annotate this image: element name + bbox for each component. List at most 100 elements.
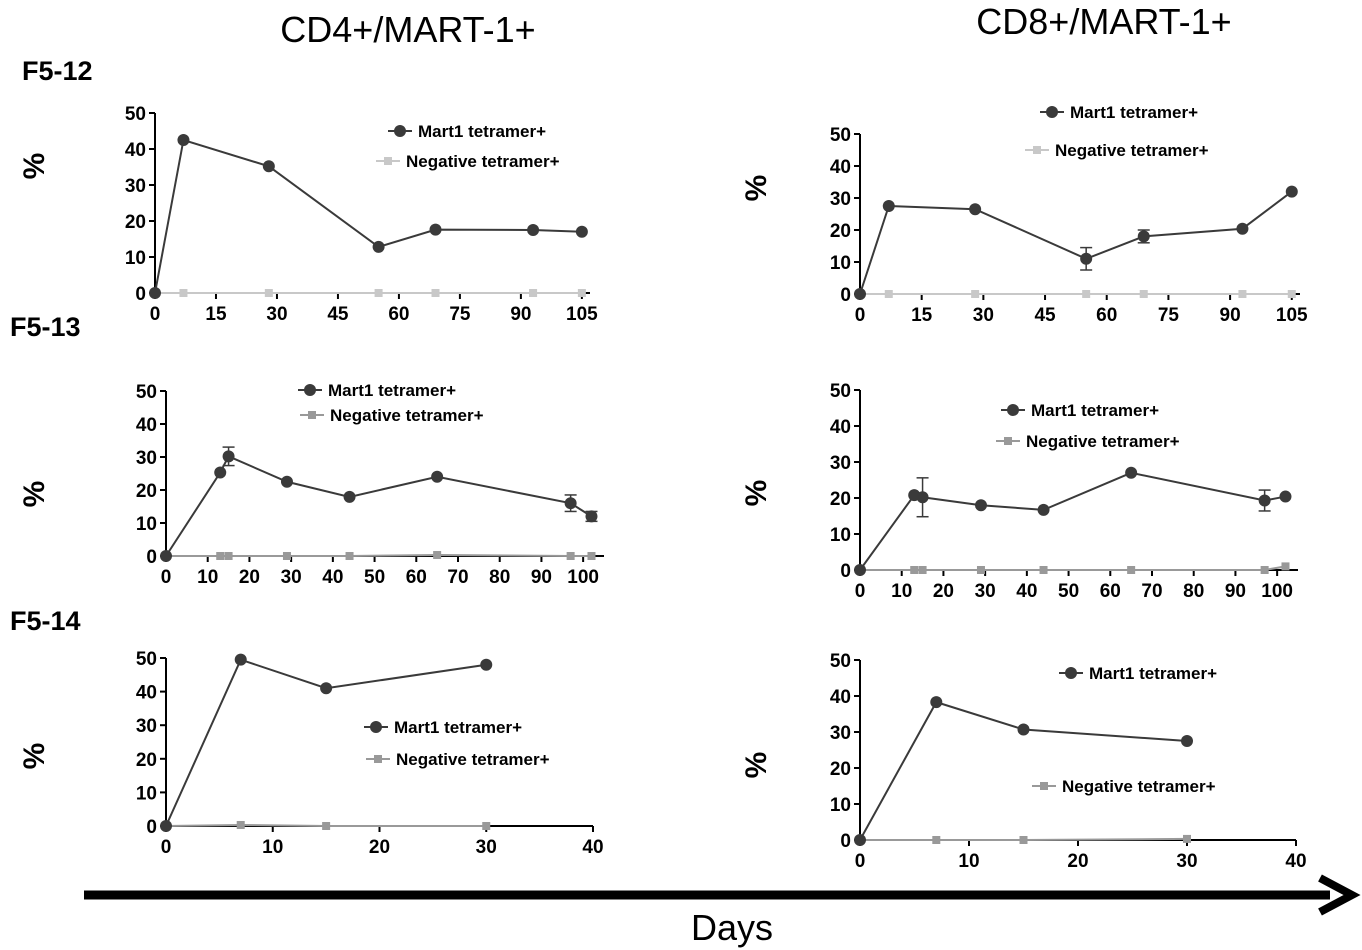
data-point (564, 497, 577, 510)
x-tick-label: 10 (891, 581, 912, 602)
y-tick-label: 30 (136, 448, 157, 469)
days-arrow-head (1318, 874, 1361, 916)
data-point (527, 224, 540, 236)
series-line (165, 455, 593, 557)
data-point (343, 490, 356, 503)
data-point (969, 203, 982, 216)
data-point (916, 491, 929, 504)
x-tick-label: 45 (1034, 305, 1056, 326)
x-tick-label: 15 (205, 304, 227, 325)
y-axis-label: % (740, 480, 773, 507)
data-point (179, 289, 188, 297)
y-tick-label: 40 (125, 140, 146, 161)
x-tick-label: 30 (476, 837, 497, 858)
x-tick-label: 20 (369, 837, 390, 858)
data-point (577, 289, 586, 297)
legend-label: Negative tetramer+ (1062, 777, 1216, 796)
legend-marker (1065, 667, 1077, 679)
chart-panels: 0 10 20 30 40 50 0 15 30 45 60 75 90 105% Mart1 tetram… (18, 103, 1308, 872)
chart-panel: 0 10 20 30 40 50 0 15 30 45 60 75 90 105% Mart1 tetram… (18, 104, 598, 325)
x-tick-label: 60 (388, 304, 409, 325)
y-tick-label: 50 (125, 104, 146, 125)
data-point (374, 289, 383, 297)
x-tick-label: 30 (281, 567, 302, 588)
y-tick-label: 40 (830, 687, 851, 708)
data-point (222, 450, 235, 463)
x-tick-label: 45 (327, 304, 349, 325)
y-tick-label: 40 (136, 415, 157, 436)
data-point (910, 566, 919, 574)
row-label-f5-14: F5-14 (10, 606, 81, 636)
legend-marker (394, 125, 406, 137)
y-tick-label: 30 (830, 723, 851, 744)
y-axis-label: % (18, 743, 51, 770)
data-point (585, 510, 598, 523)
y-axis-label: % (18, 153, 51, 180)
x-tick-label: 60 (1100, 581, 1121, 602)
y-tick-label: 50 (830, 125, 851, 146)
y-tick-label: 0 (840, 285, 851, 306)
x-tick-label: 70 (1141, 581, 1162, 602)
data-point (1037, 503, 1050, 516)
data-point (1127, 566, 1136, 574)
data-point (1279, 490, 1292, 503)
data-point (345, 552, 354, 560)
data-point (976, 566, 985, 574)
x-tick-label: 20 (239, 567, 260, 588)
legend-label: Negative tetramer+ (1055, 141, 1209, 160)
y-axis-label: % (18, 481, 51, 508)
data-point (1236, 222, 1249, 235)
data-point (177, 134, 190, 146)
data-point (918, 566, 927, 574)
row-label-f5-13: F5-13 (10, 312, 81, 342)
data-point (280, 475, 293, 488)
x-tick-label: 10 (262, 837, 283, 858)
legend-label: Mart1 tetramer+ (1089, 664, 1217, 683)
y-tick-label: 10 (830, 253, 851, 274)
x-tick-label: 100 (1261, 581, 1293, 602)
legend-marker (1004, 437, 1012, 445)
data-point (236, 820, 245, 829)
x-tick-label: 90 (531, 567, 552, 588)
y-tick-label: 0 (840, 561, 851, 582)
y-tick-label: 10 (136, 514, 157, 535)
data-point (1137, 230, 1150, 243)
x-tick-label: 75 (449, 304, 471, 325)
legend-label: Mart1 tetramer+ (1031, 401, 1159, 420)
data-point (429, 223, 442, 236)
data-point (216, 552, 225, 560)
x-tick-label: 50 (364, 567, 385, 588)
column-title-cd8: CD8+/MART-1+ (976, 1, 1231, 42)
y-tick-label: 20 (125, 212, 146, 233)
data-point (431, 470, 444, 483)
y-axis-label: % (740, 752, 773, 779)
x-tick-label: 80 (1183, 581, 1204, 602)
data-point (1080, 252, 1093, 265)
y-tick-label: 20 (830, 221, 851, 242)
data-point (1281, 562, 1290, 571)
legend-marker (374, 755, 382, 763)
data-point (322, 822, 331, 830)
x-tick-label: 90 (510, 304, 531, 325)
x-tick-label: 60 (1096, 305, 1117, 326)
legend-marker (1007, 404, 1019, 416)
y-tick-label: 0 (146, 547, 157, 568)
row-label-f5-12: F5-12 (22, 56, 93, 86)
y-tick-label: 50 (136, 382, 157, 403)
x-tick-label: 10 (958, 851, 979, 872)
chart-panel: 0 10 20 30 40 50 0 15 30 45 60 75 90 105% Mart1 tetram… (740, 103, 1308, 326)
column-title-cd4: CD4+/MART-1+ (280, 9, 535, 50)
y-tick-label: 40 (136, 683, 157, 704)
y-axis-label: % (740, 175, 773, 202)
y-tick-label: 10 (830, 795, 851, 816)
data-point (160, 550, 172, 562)
data-point (932, 836, 941, 844)
data-point (1039, 566, 1048, 574)
x-tick-label: 20 (933, 581, 954, 602)
x-tick-label: 80 (489, 567, 510, 588)
x-tick-label: 30 (973, 305, 994, 326)
x-tick-label: 20 (1067, 851, 1088, 872)
legend-marker (1033, 146, 1041, 154)
x-tick-label: 15 (911, 305, 933, 326)
data-point (264, 289, 273, 297)
